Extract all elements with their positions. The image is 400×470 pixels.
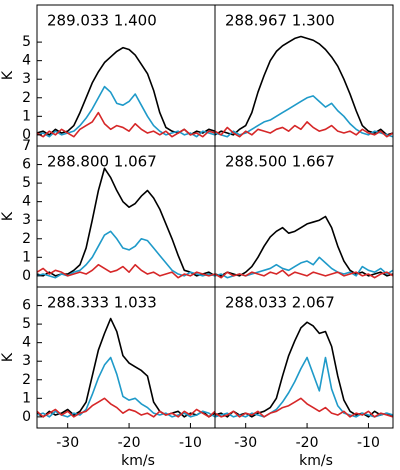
panel-title: 288.500 1.667 xyxy=(225,153,335,171)
y-tick-label: 5 xyxy=(22,34,31,50)
x-tick-label: -30 xyxy=(234,435,257,451)
y-tick-label: 0 xyxy=(22,268,31,284)
y-tick-label: 5 xyxy=(22,316,31,332)
y-tick-label: 0 xyxy=(22,127,31,143)
y-tick-label: 3 xyxy=(22,353,31,369)
x-tick-label: -10 xyxy=(357,435,380,451)
x-tick-label: -10 xyxy=(179,435,202,451)
x-axis-label: km/s xyxy=(299,453,333,469)
y-tick-label: 6 xyxy=(22,298,31,314)
y-tick-label: 1 xyxy=(22,108,31,124)
y-tick-label: 0 xyxy=(22,409,31,425)
spectrum-line xyxy=(215,321,393,418)
y-axis-label: K xyxy=(0,211,16,221)
spectrum-line xyxy=(215,269,393,279)
y-tick-label: 4 xyxy=(22,335,31,351)
y-tick-label: 3 xyxy=(22,71,31,87)
panel-title: 289.033 1.400 xyxy=(47,12,157,30)
y-tick-label: 7 xyxy=(22,138,31,154)
panel-title: 288.333 1.033 xyxy=(47,294,157,312)
y-tick-label: 5 xyxy=(22,175,31,191)
y-tick-label: 1 xyxy=(22,390,31,406)
spectrum-line xyxy=(215,95,393,138)
y-tick-label: 4 xyxy=(22,194,31,210)
spectrum-line xyxy=(37,167,215,277)
panel-title: 288.800 1.067 xyxy=(47,153,157,171)
spectrum-line xyxy=(215,35,393,136)
x-axis-label: km/s xyxy=(121,453,155,469)
y-tick-label: 2 xyxy=(22,372,31,388)
x-tick-label: -20 xyxy=(296,435,319,451)
spectrum-line xyxy=(37,263,215,279)
spectrum-line xyxy=(215,397,393,418)
spectrum-line xyxy=(37,397,215,418)
spectrum-line xyxy=(215,121,393,138)
spectrum-line xyxy=(37,356,215,418)
x-tick-label: -20 xyxy=(118,435,141,451)
y-axis-label: K xyxy=(0,352,16,362)
y-axis-label: K xyxy=(0,70,16,80)
spectrum-line xyxy=(37,317,215,418)
y-tick-label: 2 xyxy=(22,231,31,247)
y-tick-label: 2 xyxy=(22,90,31,106)
y-tick-label: 3 xyxy=(22,212,31,228)
spectrum-line xyxy=(215,215,393,277)
panel-title: 288.967 1.300 xyxy=(225,12,335,30)
spectrum-line xyxy=(37,46,215,136)
x-tick-label: -30 xyxy=(56,435,79,451)
spectrum-line xyxy=(215,356,393,418)
spectrum-line xyxy=(37,111,215,138)
panel-title: 288.033 2.067 xyxy=(225,294,335,312)
y-tick-label: 6 xyxy=(22,157,31,173)
panel-frame xyxy=(214,286,394,429)
y-tick-label: 1 xyxy=(22,249,31,265)
y-tick-label: 4 xyxy=(22,53,31,69)
